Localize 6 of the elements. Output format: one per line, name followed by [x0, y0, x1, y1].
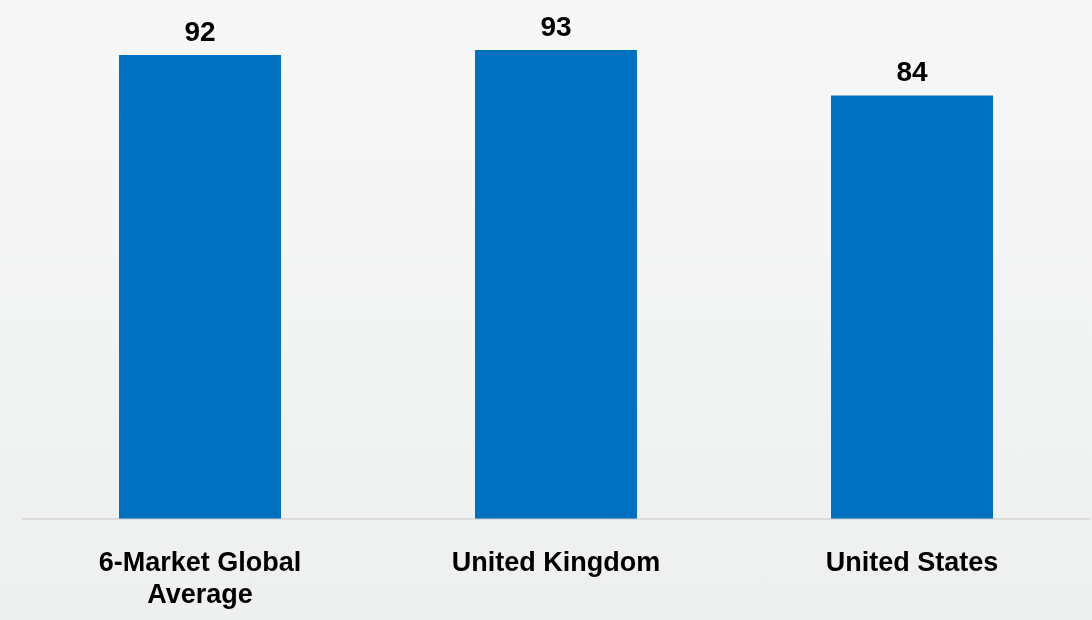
data-label: 84 — [896, 56, 928, 88]
x-tick-label: United Kingdom — [451, 547, 661, 577]
x-tick-label: 6-Market Global Average — [98, 547, 302, 609]
data-label: 92 — [184, 16, 216, 48]
data-label: 93 — [540, 11, 572, 42]
x-tick-label: United States — [825, 547, 999, 577]
